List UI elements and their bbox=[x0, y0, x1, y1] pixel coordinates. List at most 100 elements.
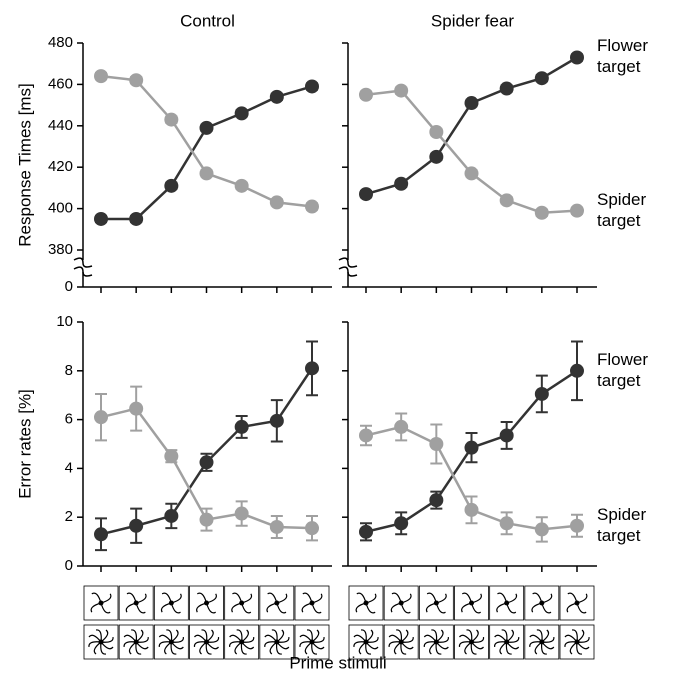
icon-petal bbox=[95, 629, 102, 643]
y-tick-label: 6 bbox=[65, 411, 73, 428]
icon-petal bbox=[135, 641, 149, 650]
data-point bbox=[394, 176, 409, 191]
icon-petal bbox=[88, 634, 102, 643]
icon-frame bbox=[118, 624, 154, 660]
icon-petal bbox=[365, 602, 376, 614]
stimulus-icon bbox=[189, 624, 224, 660]
data-point bbox=[464, 96, 479, 111]
data-point bbox=[429, 149, 444, 164]
icon-petal bbox=[426, 592, 437, 604]
y-tick-label: 440 bbox=[48, 117, 73, 134]
icon-petal bbox=[541, 641, 547, 655]
stimulus-icon bbox=[383, 624, 419, 660]
icon-petal bbox=[158, 641, 172, 648]
icon-frame bbox=[489, 585, 525, 621]
data-point bbox=[429, 493, 444, 508]
icon-petal bbox=[166, 629, 173, 643]
icon-petal bbox=[299, 634, 313, 643]
icon-petal bbox=[400, 602, 411, 614]
icon-petal bbox=[126, 592, 137, 604]
icon-petal bbox=[160, 602, 172, 613]
data-point bbox=[129, 73, 144, 88]
stimulus-icon bbox=[489, 585, 525, 621]
data-point bbox=[164, 178, 179, 193]
stimulus-icon bbox=[153, 624, 189, 660]
y-tick-label: 380 bbox=[48, 241, 73, 258]
icon-petal bbox=[536, 629, 543, 643]
icon-petal bbox=[199, 641, 207, 655]
icon-petal bbox=[365, 641, 372, 655]
icon-petal bbox=[388, 634, 402, 643]
icon-petal bbox=[136, 636, 149, 643]
data-point bbox=[499, 428, 514, 443]
data-point bbox=[305, 361, 319, 376]
icon-petal bbox=[125, 602, 137, 613]
icon-petal bbox=[267, 592, 278, 604]
stimulus-icon bbox=[83, 624, 119, 660]
data-point bbox=[94, 527, 108, 542]
icon-petal bbox=[93, 641, 102, 655]
icon-petal bbox=[541, 629, 550, 643]
icon-petal bbox=[201, 629, 208, 643]
icon-frame bbox=[559, 624, 595, 660]
data-point bbox=[499, 193, 514, 208]
icon-petal bbox=[461, 602, 472, 613]
data-point bbox=[464, 166, 479, 181]
stimulus-icon bbox=[259, 585, 295, 621]
icon-petal bbox=[206, 629, 214, 643]
icon-petal bbox=[276, 636, 290, 643]
icon-petal bbox=[471, 593, 482, 604]
icon-petal bbox=[161, 592, 172, 604]
icon-frame bbox=[383, 624, 419, 660]
icon-petal bbox=[365, 636, 379, 643]
data-point bbox=[305, 199, 319, 214]
icon-petal bbox=[240, 641, 247, 655]
data-point bbox=[359, 187, 373, 202]
icon-petal bbox=[576, 636, 590, 643]
icon-petal bbox=[462, 592, 473, 604]
icon-petal bbox=[311, 629, 320, 643]
icon-petal bbox=[276, 629, 285, 643]
stimulus-icon bbox=[118, 624, 154, 660]
icon-petal bbox=[401, 636, 414, 643]
stimulus-icon bbox=[294, 585, 330, 621]
icon-petal bbox=[390, 602, 402, 613]
icon-petal bbox=[306, 629, 313, 643]
y-tick-label: 0 bbox=[65, 278, 73, 295]
icon-petal bbox=[264, 641, 277, 648]
axis-break bbox=[73, 257, 93, 277]
icon-petal bbox=[193, 641, 207, 648]
icon-petal bbox=[423, 634, 437, 643]
data-point bbox=[199, 166, 214, 181]
icon-petal bbox=[299, 641, 313, 648]
icon-petal bbox=[123, 641, 137, 648]
icon-petal bbox=[171, 593, 182, 604]
icon-petal bbox=[423, 641, 437, 648]
icon-petal bbox=[569, 641, 578, 655]
data-point bbox=[359, 428, 373, 443]
icon-petal bbox=[128, 641, 137, 655]
icon-petal bbox=[311, 593, 323, 604]
icon-petal bbox=[266, 602, 278, 613]
icon-frame bbox=[524, 624, 560, 660]
icon-petal bbox=[436, 636, 449, 643]
data-point bbox=[394, 516, 409, 531]
icon-frame bbox=[454, 585, 489, 621]
icon-frame bbox=[418, 585, 454, 621]
legend-label: Flower target bbox=[597, 350, 648, 390]
icon-petal bbox=[534, 641, 543, 655]
icon-petal bbox=[205, 602, 216, 614]
icon-petal bbox=[241, 593, 253, 604]
data-point bbox=[199, 120, 214, 135]
icon-petal bbox=[170, 641, 177, 655]
icon-petal bbox=[391, 592, 402, 604]
icon-petal bbox=[241, 636, 255, 643]
icon-petal bbox=[458, 641, 472, 648]
axis-break-gap bbox=[77, 260, 89, 272]
icon-petal bbox=[205, 641, 212, 655]
icon-petal bbox=[197, 592, 208, 604]
icon-frame bbox=[294, 585, 330, 621]
stimulus-icon bbox=[189, 585, 224, 621]
icon-frame bbox=[153, 624, 189, 660]
icon-petal bbox=[311, 641, 318, 655]
